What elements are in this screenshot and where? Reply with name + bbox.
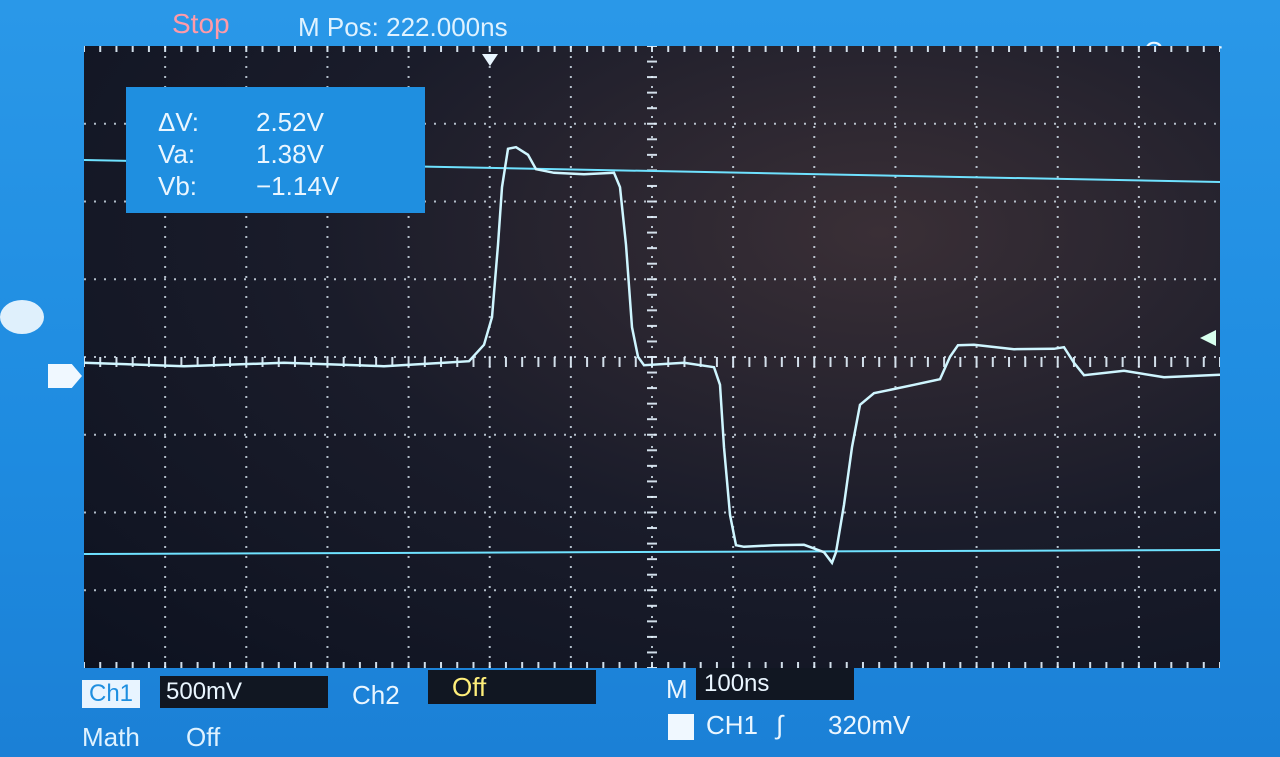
graticule-and-trace xyxy=(84,46,1220,668)
status-bar: Stop M Pos: 222.000ns Cursor xyxy=(0,0,1280,66)
vb-label: Vb: xyxy=(158,171,198,201)
ch2-label[interactable]: Ch2 xyxy=(352,680,400,710)
ch1-volts-per-div[interactable]: 500mV xyxy=(160,676,328,708)
down-arrow-icon[interactable] xyxy=(482,54,498,66)
vb-value: −1.14V xyxy=(256,171,340,201)
horizontal-position: M Pos: 222.000ns xyxy=(298,12,508,42)
va-value: 1.38V xyxy=(256,139,324,169)
graticule-ticks xyxy=(84,46,1220,668)
delta-v-value: 2.52V xyxy=(256,107,324,137)
ch1-waveform-trace xyxy=(84,145,1220,566)
timebase-label: M xyxy=(666,674,688,704)
right-arrow-icon[interactable] xyxy=(48,364,82,388)
trigger-status-box xyxy=(668,714,694,740)
cursor-readout-panel: ΔV: 2.52V Va: 1.38V Vb: −1.14V xyxy=(126,87,425,213)
cursor-b-line[interactable] xyxy=(84,549,1220,555)
trigger-level[interactable]: 320mV xyxy=(828,710,911,740)
trigger-source[interactable]: CH1 xyxy=(706,710,759,740)
delta-v-row: ΔV: 2.52V xyxy=(126,107,425,139)
va-row: Va: 1.38V xyxy=(126,139,425,171)
math-state[interactable]: Off xyxy=(186,722,221,752)
math-label[interactable]: Math xyxy=(82,722,140,752)
va-label: Va: xyxy=(158,139,196,169)
trigger-edge-icon[interactable]: ∫ xyxy=(776,710,784,740)
light-reflection xyxy=(0,300,44,334)
vb-row: Vb: −1.14V xyxy=(126,171,425,203)
run-state[interactable]: Stop xyxy=(172,8,230,39)
delta-v-label: ΔV: xyxy=(158,107,199,137)
timebase-scale[interactable]: 100ns xyxy=(696,668,854,700)
ch2-state[interactable]: Off xyxy=(428,670,596,704)
ch1-badge[interactable]: Ch1 xyxy=(82,680,140,708)
